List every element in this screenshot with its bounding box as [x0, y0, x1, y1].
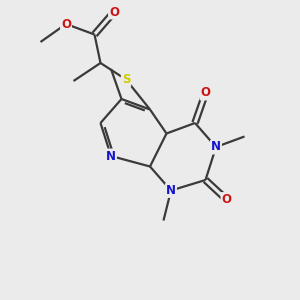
- Text: O: O: [200, 86, 211, 100]
- Text: N: N: [211, 140, 221, 154]
- Text: O: O: [221, 193, 232, 206]
- Text: S: S: [122, 73, 130, 86]
- Text: O: O: [109, 5, 119, 19]
- Text: N: N: [106, 149, 116, 163]
- Text: N: N: [166, 184, 176, 197]
- Text: O: O: [61, 17, 71, 31]
